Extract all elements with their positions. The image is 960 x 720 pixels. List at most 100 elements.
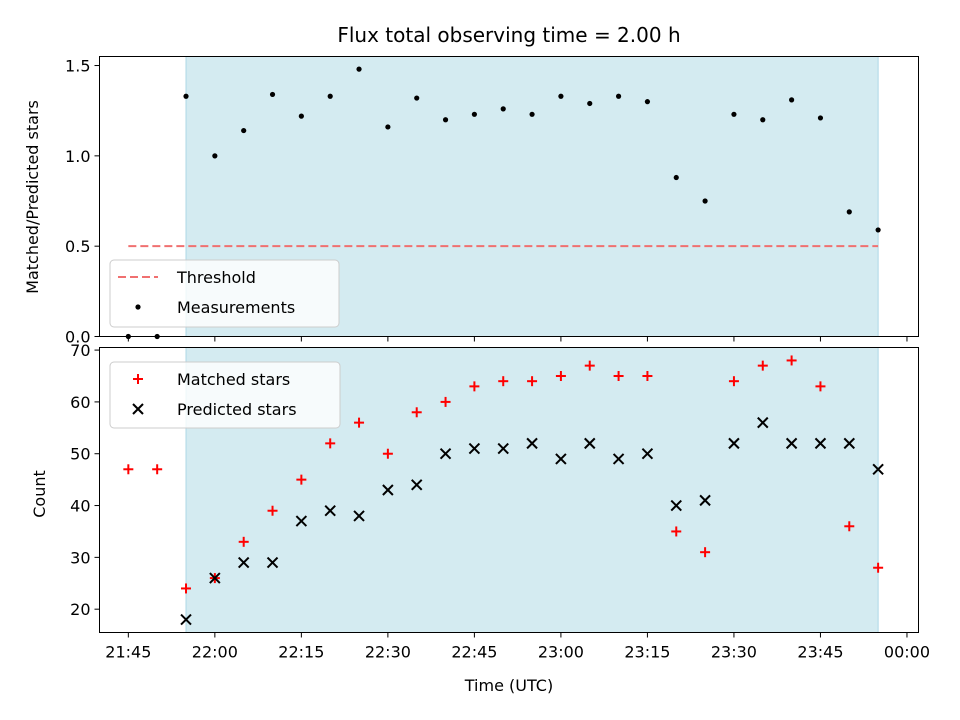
measurements-point — [615, 93, 622, 99]
x-tick-label: 23:00 — [538, 643, 584, 662]
matched-stars-point — [844, 521, 855, 532]
measurements-point — [414, 95, 420, 101]
measurements-point — [644, 99, 651, 105]
bottom-panel: 20 30 40 50 60 70 21:45 22:00 22:15 22:30 22:45 23:… — [30, 341, 930, 695]
measurements-point — [442, 117, 449, 123]
x-tick-label: 22:45 — [451, 643, 497, 662]
predicted-stars-point-b — [497, 442, 509, 455]
predicted-legend-swatch — [132, 403, 144, 415]
predicted-stars-point-b — [872, 463, 884, 475]
predicted-stars-point — [699, 494, 711, 507]
matched-stars-point — [555, 371, 566, 381]
bottom-y-tick-label: 70 — [70, 341, 90, 360]
predicted-stars-point — [237, 556, 250, 569]
bottom-legend-box — [109, 361, 341, 429]
predicted-stars-point — [411, 479, 423, 491]
top-y-tick-label: 1.0 — [65, 147, 90, 166]
predicted-stars-point — [814, 437, 827, 450]
predicted-stars-point-b — [209, 572, 221, 584]
measurements-point — [385, 124, 391, 130]
top-y-tick-label: 0.5 — [65, 237, 90, 256]
measurements-point — [183, 93, 189, 99]
predicted-stars-point — [439, 448, 452, 460]
predicted-stars-point-b — [324, 505, 336, 517]
predicted-stars-point-b — [555, 453, 567, 465]
top-y-axis-label: Matched/Predicted stars — [23, 100, 42, 294]
x-tick-label: 00:00 — [884, 643, 930, 662]
predicted-stars-point-b — [814, 437, 827, 450]
x-axis-label: Time (UTC) — [464, 676, 553, 695]
matched-stars-point — [873, 562, 884, 573]
predicted-stars-point-b — [612, 453, 625, 465]
top-panel: 0.0 0.5 1.0 1.5 Matched/Predicted stars Thr… — [23, 56, 919, 347]
x-tick-label: 22:00 — [192, 643, 238, 662]
predicted-stars-point — [209, 572, 221, 584]
predicted-stars-point — [266, 556, 279, 569]
predicted-stars-point — [612, 453, 625, 465]
predicted-stars-point — [382, 484, 394, 496]
matched-stars-point — [498, 376, 509, 387]
top-axes-frame — [99, 56, 919, 337]
bottom-y-tick-label: 50 — [70, 445, 90, 464]
x-tick-label: 22:30 — [365, 643, 411, 662]
predicted-stars-point — [526, 437, 538, 450]
matched-stars-point — [325, 438, 336, 449]
measurements-point — [731, 111, 737, 117]
matched-stars-point — [152, 464, 163, 475]
predicted-stars-point-b — [584, 437, 596, 450]
matched-stars-point — [613, 371, 624, 381]
matched-stars-point — [267, 505, 278, 516]
measurements-point — [875, 227, 881, 233]
chart-title: Flux total observing time = 2.00 h — [337, 23, 680, 47]
predicted-stars-point-b — [757, 416, 769, 429]
matched-stars-point — [584, 360, 595, 371]
predicted-stars-point-b — [411, 479, 423, 491]
predicted-stars-point-b — [728, 437, 740, 450]
predicted-stars-point-b — [526, 437, 538, 450]
measurements-point — [471, 111, 477, 117]
x-tick-label: 23:30 — [711, 643, 757, 662]
top-legend: Threshold Measurements — [109, 259, 340, 328]
predicted-stars-point — [728, 437, 740, 450]
matched-stars-point — [123, 464, 134, 475]
predicted-stars-point — [180, 613, 192, 626]
top-legend-box — [109, 259, 340, 328]
measurements-point — [673, 174, 679, 181]
predicted-stars-point-b — [670, 499, 682, 512]
measurements-point — [702, 198, 708, 204]
measurements-point — [500, 106, 506, 112]
measurements-legend-swatch — [135, 304, 141, 310]
bottom-y-tick-label: 20 — [70, 600, 90, 619]
matched-legend-label: Matched stars — [177, 370, 290, 389]
predicted-stars-point-b — [785, 437, 798, 450]
measurements-point — [327, 93, 333, 99]
x-tick-label: 22:15 — [278, 643, 324, 662]
measurements-point — [587, 100, 593, 107]
predicted-stars-point — [757, 416, 769, 429]
matched-stars-point — [296, 474, 307, 485]
matched-stars-point — [440, 396, 451, 407]
measurements-point — [760, 117, 766, 123]
measurements-point — [241, 127, 247, 134]
measurements-point — [298, 113, 304, 119]
predicted-stars-point — [670, 499, 682, 512]
matched-stars-point — [671, 526, 682, 537]
threshold-legend-label: Threshold — [176, 268, 256, 287]
predicted-stars-point-b — [699, 494, 711, 507]
measurements-point — [269, 91, 276, 98]
bottom-axes-frame — [99, 347, 919, 633]
predicted-stars-point — [641, 448, 654, 460]
predicted-stars-point — [843, 437, 855, 450]
predicted-stars-point — [584, 437, 596, 450]
predicted-stars-point — [555, 453, 567, 465]
matched-stars-point — [786, 355, 797, 366]
bottom-y-tick-label: 30 — [70, 548, 90, 567]
matched-stars-point — [757, 360, 768, 371]
matched-stars-point — [527, 376, 538, 387]
predicted-stars-point-b — [641, 448, 654, 460]
top-marks — [125, 56, 881, 340]
top-ticks: 0.0 0.5 1.0 1.5 — [65, 57, 908, 347]
measurements-point — [846, 209, 852, 215]
top-y-tick-label: 1.5 — [65, 57, 90, 76]
x-tick-label: 23:45 — [797, 643, 843, 662]
